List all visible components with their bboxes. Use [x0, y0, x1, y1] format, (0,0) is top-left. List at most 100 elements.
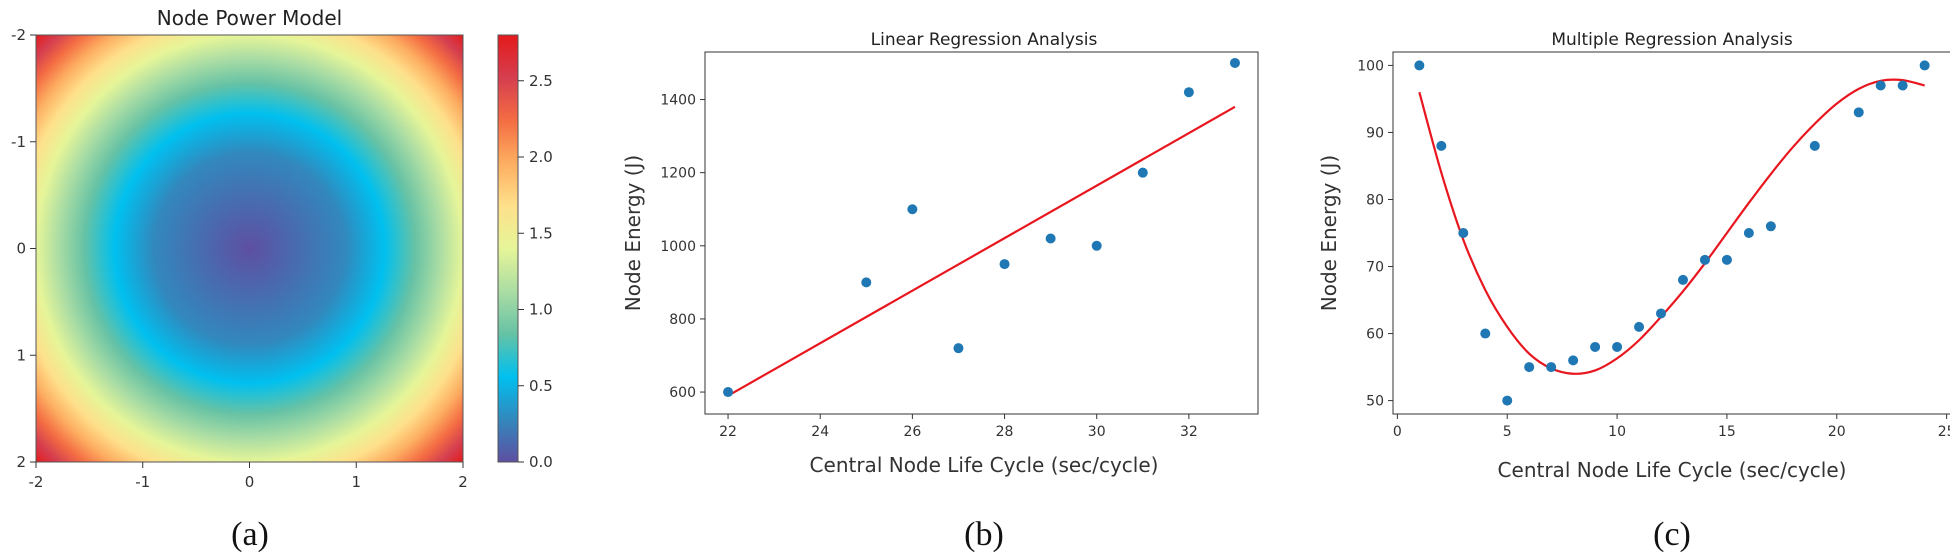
- multiple-data-point: [1875, 80, 1886, 91]
- multiple-data-point: [1677, 274, 1688, 285]
- multiple-data-point: [1480, 328, 1491, 339]
- linear-data-point: [723, 387, 734, 398]
- multiple-y-tick-label: 60: [1366, 327, 1384, 343]
- colorbar-tick-label: 1.5: [529, 224, 553, 242]
- linear-data-point: [861, 277, 872, 288]
- linear-y-tick-label: 800: [669, 312, 696, 328]
- multiple-data-point: [1699, 254, 1710, 265]
- linear-data-point: [999, 259, 1010, 270]
- multiple-data-point: [1612, 341, 1623, 352]
- linear-x-tick-label: 28: [996, 424, 1014, 440]
- linear-plot-frame: [704, 51, 1259, 415]
- heatmap-x-tick-label: 2: [458, 473, 468, 491]
- multiple-data-point: [1919, 60, 1930, 71]
- linear-y-tick-label: 1200: [660, 166, 696, 182]
- colorbar-ticks: 0.0 0.5 1.0 1.5 2.0 2.5: [518, 72, 553, 471]
- multiple-fit-group: [1418, 78, 1925, 375]
- multiple-data-point: [1809, 140, 1820, 151]
- multiple-data-point: [1765, 221, 1776, 232]
- heatmap-y-tick-label: 0: [16, 240, 26, 258]
- linear-x-tick-label: 24: [811, 424, 829, 440]
- multiple-x-tick-label: 20: [1828, 424, 1846, 440]
- colorbar-tick-label: 2.0: [529, 148, 553, 166]
- multiple-data-point: [1458, 228, 1469, 238]
- linear-data-point: [907, 204, 918, 215]
- linear-plot-title: Linear Regression Analysis: [871, 30, 1098, 50]
- multiple-data-point: [1853, 107, 1864, 118]
- heatmap-x-tick-label: 1: [351, 473, 361, 491]
- colorbar-tick-label: 0.0: [529, 453, 553, 471]
- caption-b: (b): [964, 516, 1004, 553]
- linear-data-point: [953, 343, 964, 354]
- colorbar-frame: [497, 34, 519, 463]
- panel-c-multiple-regression: Multiple Regression Analysis 0 5 10 15 20 25 5…: [1317, 30, 1950, 553]
- multiple-x-tick-label: 25: [1938, 424, 1950, 440]
- multiple-points: [1414, 60, 1930, 406]
- heatmap-title: Node Power Model: [157, 6, 342, 30]
- heatmap-y-tick-label: 2: [16, 453, 26, 471]
- linear-plot-ticks: 22 24 26 28 30 32 600 800 1000 1200 1400: [660, 93, 1197, 440]
- colorbar-tick-label: 0.5: [529, 377, 553, 395]
- multiple-plot-ticks: 0 5 10 15 20 25 50 60 70 80 90 100: [1357, 58, 1950, 440]
- linear-y-tick-label: 1400: [660, 93, 696, 109]
- caption-c: (c): [1653, 516, 1691, 553]
- linear-x-tick-label: 30: [1088, 424, 1106, 440]
- multiple-data-point: [1502, 395, 1513, 406]
- colorbar-tick-label: 2.5: [529, 72, 553, 90]
- linear-x-tick-label: 26: [903, 424, 921, 440]
- multiple-data-point: [1546, 362, 1557, 373]
- linear-y-axis-label: Node Energy (J): [621, 155, 645, 311]
- linear-data-point: [1229, 57, 1240, 68]
- colorbar: [498, 35, 518, 462]
- colorbar-tick-label: 1.0: [529, 301, 553, 319]
- linear-data-point: [1045, 233, 1056, 244]
- heatmap-x-tick-label: 0: [245, 473, 255, 491]
- linear-points: [723, 57, 1240, 398]
- heatmap-y-tick-label: -1: [11, 133, 26, 151]
- multiple-x-tick-label: 15: [1718, 424, 1736, 440]
- multiple-y-tick-label: 90: [1366, 125, 1384, 141]
- multiple-y-tick-label: 50: [1366, 394, 1384, 410]
- multiple-y-tick-label: 70: [1366, 260, 1384, 276]
- multiple-data-point: [1656, 308, 1667, 319]
- linear-data-point: [1183, 87, 1194, 98]
- multiple-data-point: [1743, 228, 1754, 238]
- multiple-data-point: [1414, 60, 1425, 71]
- linear-data-point: [1091, 240, 1102, 251]
- linear-x-tick-label: 22: [719, 424, 737, 440]
- multiple-data-point: [1524, 362, 1535, 373]
- panel-a-heatmap: Node Power Model -2 -1 0 1 2 -2 -1 0 1 2 0.0 0.5 1…: [11, 6, 553, 553]
- heatmap-y-tick-label: -2: [11, 26, 26, 44]
- multiple-x-tick-label: 10: [1608, 424, 1626, 440]
- multiple-data-point: [1436, 140, 1447, 151]
- heatmap-x-ticks: -2 -1 0 1 2: [29, 462, 468, 491]
- multiple-y-tick-label: 100: [1357, 58, 1384, 74]
- linear-data-point: [1137, 167, 1148, 178]
- caption-a: (a): [231, 516, 269, 553]
- multiple-x-tick-label: 0: [1393, 424, 1402, 440]
- heatmap-y-ticks: -2 -1 0 1 2: [11, 26, 36, 471]
- heatmap-x-tick-label: -1: [135, 473, 150, 491]
- linear-x-tick-label: 32: [1180, 424, 1198, 440]
- multiple-data-point: [1634, 321, 1645, 332]
- linear-y-tick-label: 600: [669, 385, 696, 401]
- multiple-data-point: [1568, 355, 1579, 366]
- linear-fit-line: [727, 105, 1236, 397]
- multiple-fit-line: [1418, 78, 1925, 375]
- panel-b-linear-regression: Linear Regression Analysis 22 24 26 28 30 32 6…: [621, 30, 1259, 553]
- multiple-x-tick-label: 5: [1503, 424, 1512, 440]
- linear-x-axis-label: Central Node Life Cycle (sec/cycle): [810, 453, 1159, 477]
- heatmap-x-tick-label: -2: [29, 473, 44, 491]
- multiple-x-axis-label: Central Node Life Cycle (sec/cycle): [1498, 458, 1847, 482]
- multiple-data-point: [1721, 254, 1732, 265]
- heatmap-image: [36, 35, 463, 462]
- multiple-data-point: [1590, 341, 1601, 352]
- multiple-plot-frame: [1392, 51, 1950, 415]
- multiple-y-axis-label: Node Energy (J): [1317, 155, 1341, 311]
- multiple-y-tick-label: 80: [1366, 192, 1384, 208]
- multiple-data-point: [1897, 80, 1908, 91]
- multiple-plot-title: Multiple Regression Analysis: [1551, 30, 1793, 50]
- linear-y-tick-label: 1000: [660, 239, 696, 255]
- linear-fit-group: [727, 105, 1236, 397]
